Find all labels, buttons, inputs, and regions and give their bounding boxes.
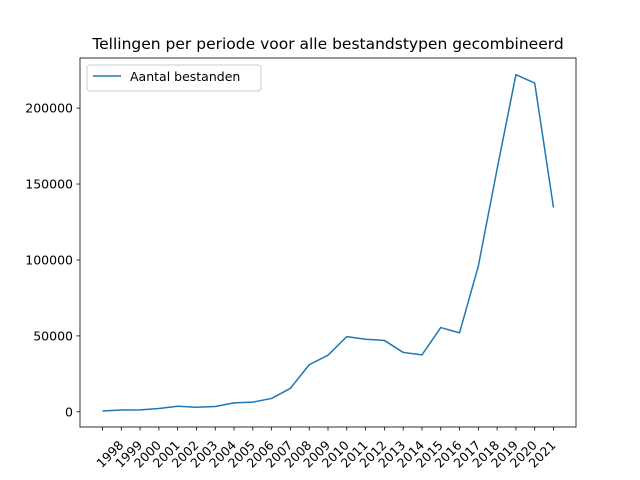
plot-frame bbox=[79, 57, 577, 428]
y-tick-label: 0 bbox=[65, 404, 73, 419]
legend-label: Aantal bestanden bbox=[130, 69, 240, 84]
y-tick-label: 100000 bbox=[25, 252, 73, 267]
legend-box bbox=[86, 64, 262, 92]
chart-title: Tellingen per periode voor alle bestands… bbox=[91, 35, 563, 53]
series-group bbox=[102, 73, 555, 412]
y-tick-label: 150000 bbox=[25, 177, 73, 192]
legend: Aantal bestanden bbox=[86, 64, 262, 92]
y-tick-label: 200000 bbox=[25, 101, 73, 116]
plot-area bbox=[80, 58, 576, 427]
y-tick-label: 50000 bbox=[33, 328, 73, 343]
y-axis: 0 50000 100000 150000 200000 bbox=[25, 101, 80, 419]
